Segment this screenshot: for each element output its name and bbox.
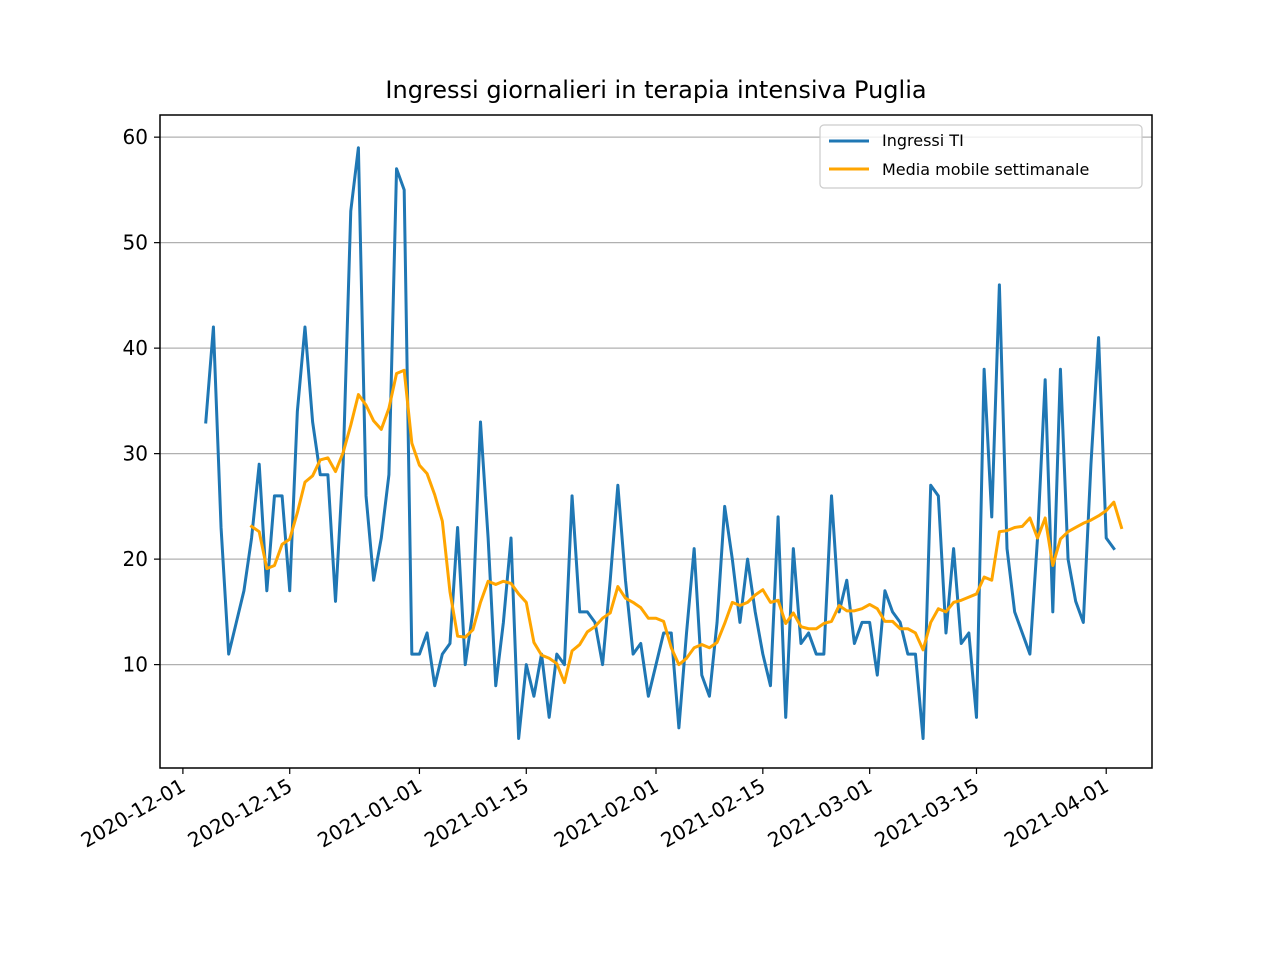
y-tick-label-60: 60 <box>123 125 148 149</box>
y-tick-label-50: 50 <box>123 231 148 255</box>
y-tick-label-30: 30 <box>123 442 148 466</box>
y-tick-label-40: 40 <box>123 336 148 360</box>
legend-label-media: Media mobile settimanale <box>882 160 1089 179</box>
y-tick-label-10: 10 <box>123 653 148 677</box>
series-line-0 <box>204 146 1116 740</box>
legend-box <box>819 124 1143 189</box>
plot-series <box>204 146 1124 740</box>
series-line-1 <box>249 368 1124 685</box>
chart-title: Ingressi giornalieri in terapia intensiv… <box>385 76 926 104</box>
legend-label-ingressi: Ingressi TI <box>882 131 964 150</box>
y-tick-label-20: 20 <box>123 547 148 571</box>
legend: Ingressi TI Media mobile settimanale <box>819 124 1143 189</box>
